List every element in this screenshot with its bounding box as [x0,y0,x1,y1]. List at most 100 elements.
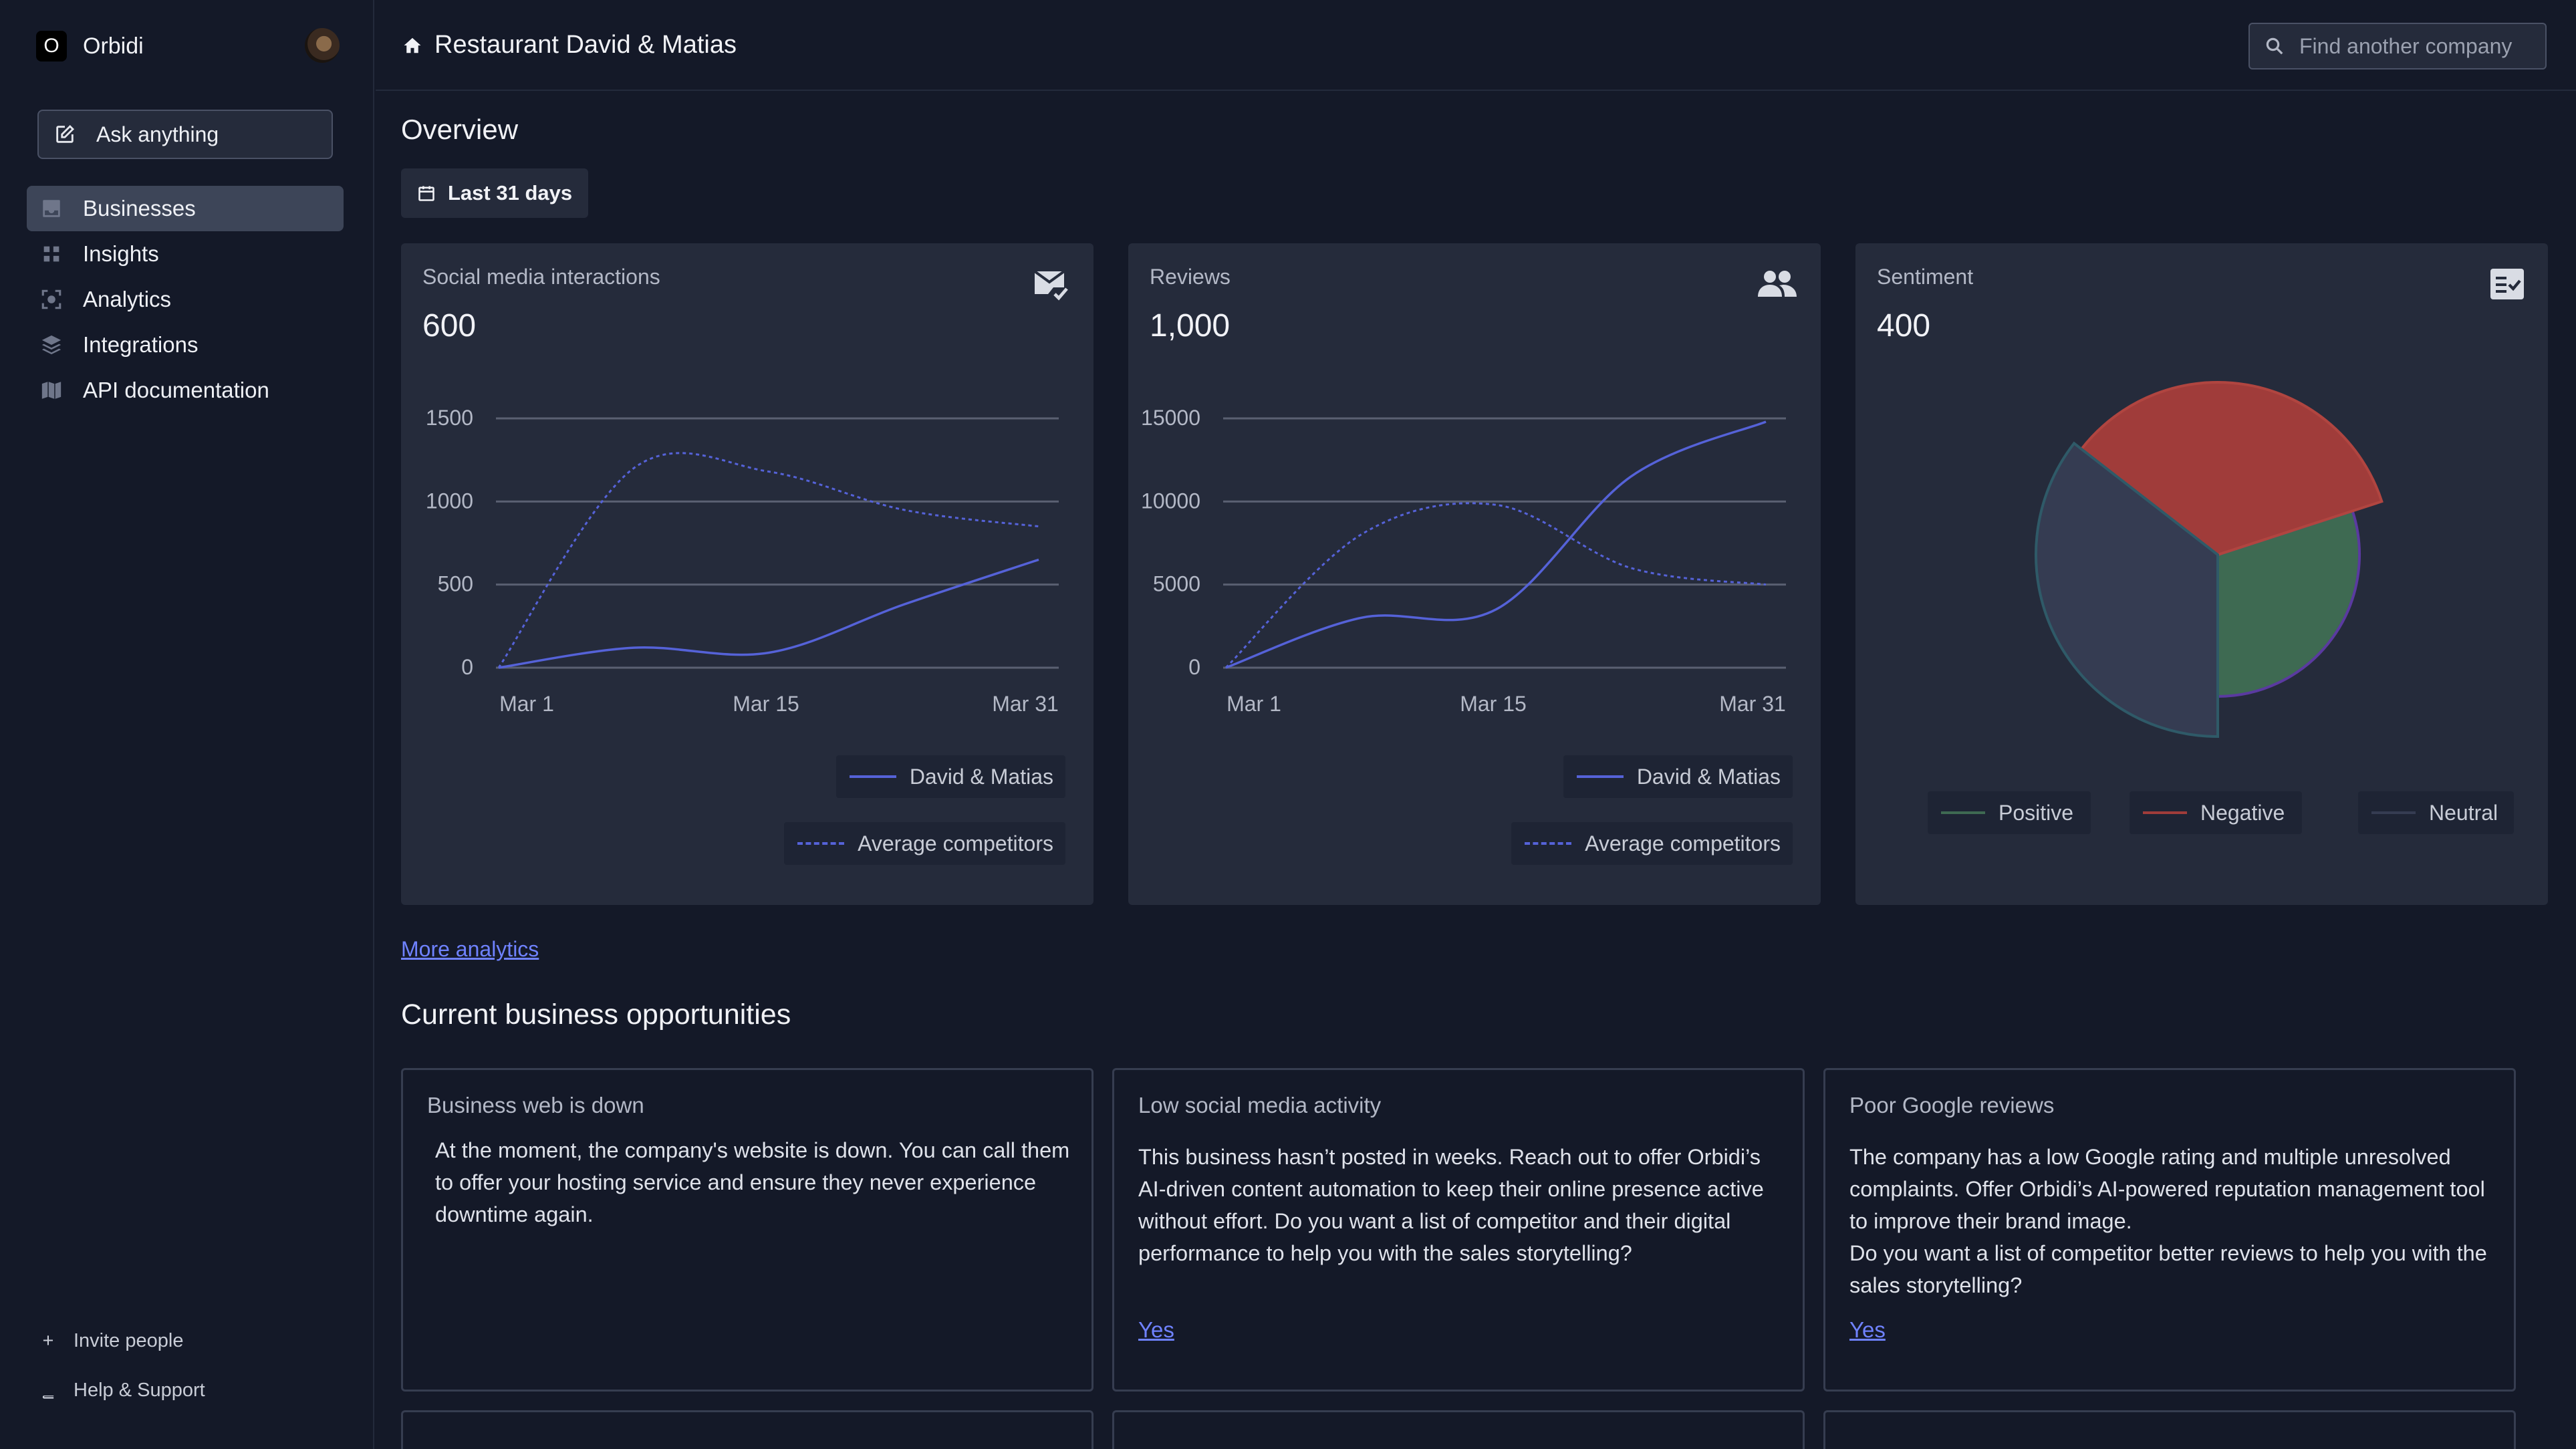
legend-label: David & Matias [909,764,1053,789]
sidebar-item-label: Analytics [83,287,172,311]
y-tick-label: 1000 [426,489,473,513]
legend-swatch-solid [849,775,896,778]
breadcrumb: Restaurant David & Matias [402,31,737,59]
brand[interactable]: O Orbidi [36,31,144,61]
reviews-chart: 0 5000 10000 15000 Mar 1 Mar 15 Mar 31 [1141,406,1786,716]
focus-icon [41,289,61,309]
sentiment-card: Sentiment 400 Positive Negative Neutral [1855,243,2548,905]
brand-name: Orbidi [83,33,144,59]
opportunity-title: Poor Google reviews [1849,1093,2055,1117]
opportunity-card-partial [1112,1410,1805,1449]
sidebar-item-integrations[interactable]: Integrations [27,322,344,368]
people-icon [1758,271,1797,297]
invite-people-link[interactable]: + Invite people [39,1330,184,1352]
opportunity-card-social: Low social media activity This business … [1112,1068,1805,1392]
checklist-icon [2490,269,2524,299]
y-tick-label: 0 [1188,655,1200,679]
card-value: 1,000 [1150,308,1231,344]
help-support-label: Help & Support [74,1379,205,1401]
search-box[interactable] [2248,23,2547,70]
brand-logo: O [36,31,67,61]
more-analytics-link[interactable]: More analytics [401,937,539,961]
home-icon [404,37,421,53]
opportunity-body-line: The company has a low Google rating and … [1849,1145,2485,1233]
x-tick-label: Mar 31 [1719,692,1786,716]
invite-people-label: Invite people [74,1330,184,1351]
legend-swatch-dashed [797,842,845,845]
x-tick-label: Mar 1 [499,692,554,716]
yes-link[interactable]: Yes [1849,1317,1886,1342]
pie-slice-negative[interactable] [2079,381,2384,557]
card-value: 400 [1877,308,1931,344]
y-tick-label: 10000 [1141,489,1200,513]
card-value: 600 [422,308,477,344]
sidebar-nav: Businesses Insights Analytics Integratio… [27,186,344,413]
avatar[interactable] [305,28,340,63]
legend-swatch [2143,811,2187,814]
sidebar-item-api-documentation[interactable]: API documentation [27,368,344,413]
y-tick-label: 0 [461,655,473,679]
legend-david-matias[interactable]: David & Matias [835,755,1065,798]
book-icon [42,1382,54,1399]
opportunity-title: Business web is down [427,1093,644,1117]
sidebar-item-label: API documentation [83,378,269,402]
card-title: Social media interactions [422,265,660,289]
sidebar: O Orbidi Ask anything Businesses Insight… [0,0,374,1449]
legend-label: Average competitors [858,831,1053,855]
legend-positive[interactable]: Positive [1928,791,2091,834]
series-line-david-matias [1225,420,1767,669]
page-title: Restaurant David & Matias [434,31,737,59]
sidebar-item-label: Businesses [83,196,196,221]
yes-link[interactable]: Yes [1138,1317,1174,1342]
mail-check-icon [1033,270,1068,301]
pie-slice-neutral[interactable] [2035,441,2219,739]
edit-icon [56,124,75,143]
layers-icon [41,335,61,355]
overview-heading: Overview [401,114,519,145]
opportunity-card-partial [1823,1410,2516,1449]
legend-label: David & Matias [1636,764,1781,789]
opportunity-card-partial [401,1410,1093,1449]
search-input[interactable] [2299,33,2540,59]
legend-negative[interactable]: Negative [2130,791,2303,834]
search-icon [2266,37,2283,55]
legend-david-matias[interactable]: David & Matias [1563,755,1793,798]
x-tick-label: Mar 15 [733,692,799,716]
sidebar-item-businesses[interactable]: Businesses [27,186,344,231]
plus-icon: + [42,1330,54,1351]
reviews-card: Reviews 1,000 0 5000 10000 15000 Mar 1 Mar 15… [1128,243,1821,905]
legend-average-competitors[interactable]: Average competitors [784,822,1065,865]
help-support-link[interactable]: Help & Support [39,1379,205,1402]
legend-swatch [2371,811,2416,814]
inbox-icon [43,200,60,217]
legend-label: Negative [2200,800,2285,825]
y-tick-label: 15000 [1141,406,1200,430]
opportunity-body: At the moment, the company's website is … [435,1138,1070,1226]
opportunity-body: This business hasn’t posted in weeks. Re… [1138,1145,1764,1265]
legend-neutral[interactable]: Neutral [2358,791,2515,834]
y-tick-label: 1500 [426,406,473,430]
date-range-label: Last 31 days [448,181,573,205]
x-tick-label: Mar 15 [1460,692,1527,716]
legend-average-competitors[interactable]: Average competitors [1511,822,1793,865]
sidebar-item-label: Insights [83,241,159,266]
opportunity-body-line: Do you want a list of competitor better … [1849,1241,2487,1297]
y-tick-label: 5000 [1153,572,1200,596]
opportunity-card-web-down: Business web is down At the moment, the … [401,1068,1093,1392]
sidebar-item-analytics[interactable]: Analytics [27,277,344,322]
sidebar-item-label: Integrations [83,332,199,357]
card-title: Reviews [1150,265,1231,289]
legend-label: Positive [1999,800,2074,825]
legend-label: Neutral [2429,800,2498,825]
ask-anything-button[interactable]: Ask anything [37,110,333,159]
legend-swatch-dashed [1525,842,1572,845]
x-tick-label: Mar 31 [992,692,1059,716]
pie-slice-positive[interactable] [2216,509,2361,698]
sidebar-item-insights[interactable]: Insights [27,231,344,277]
opportunity-card-google-reviews: Poor Google reviews The company has a lo… [1823,1068,2516,1392]
series-line-average-competitors [497,452,1039,668]
date-range-button[interactable]: Last 31 days [401,168,588,218]
social-media-chart: 0 500 1000 1500 Mar 1 Mar 15 Mar 31 [426,406,1059,716]
legend-swatch-solid [1576,775,1624,778]
grid-icon [43,246,59,262]
